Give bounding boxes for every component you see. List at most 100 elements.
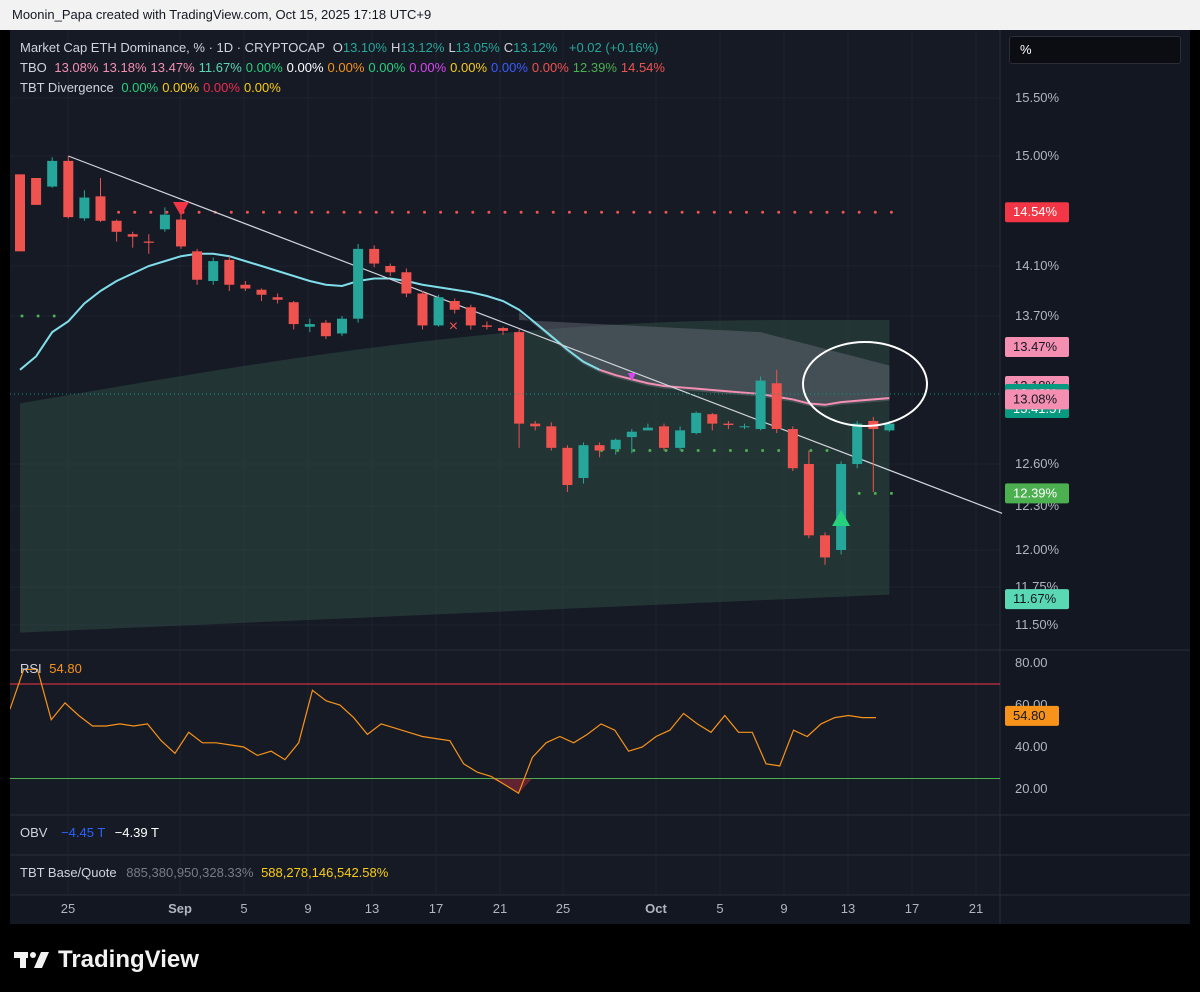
rsi-tick-label: 80.00 bbox=[1015, 655, 1048, 670]
resistance-dot bbox=[889, 210, 893, 214]
support-dot bbox=[825, 449, 829, 453]
divergence-marker bbox=[627, 373, 636, 381]
candle-body bbox=[803, 464, 814, 536]
tbo-value-7: 0.00% bbox=[368, 60, 406, 75]
chart-canvas[interactable]: ×15.50%15.00%14.10%13.70%12.60%12.30%12.… bbox=[10, 30, 1190, 924]
resistance-dot bbox=[197, 210, 201, 214]
resistance-dot bbox=[245, 210, 249, 214]
candle-body bbox=[337, 318, 347, 334]
obv-legend: OBV −4.45 T −4.39 T bbox=[20, 825, 159, 840]
tbo-value-4: 0.00% bbox=[245, 60, 283, 75]
rsi-pane-bg bbox=[10, 650, 1000, 815]
x-tick-label: 17 bbox=[905, 901, 919, 916]
x-tick-label: 13 bbox=[841, 901, 855, 916]
resistance-dot bbox=[873, 210, 877, 214]
cloud-band-lower bbox=[20, 320, 890, 633]
candle-body bbox=[208, 261, 219, 281]
tbt-divergence-values: 0.00% 0.00% 0.00% 0.00% bbox=[121, 80, 285, 95]
resistance-dot bbox=[745, 210, 748, 214]
x-tick-label: 25 bbox=[61, 901, 75, 916]
candle-body bbox=[127, 234, 138, 237]
support-dot bbox=[777, 449, 781, 453]
candle-body bbox=[852, 423, 863, 464]
y-tick-label: 11.50% bbox=[1015, 617, 1059, 632]
tradingview-logo[interactable]: TradingView bbox=[14, 946, 199, 974]
y-tick-label: 14.10% bbox=[1015, 258, 1060, 273]
tbo-name: TBO bbox=[20, 60, 47, 75]
ohlc-label-o: O bbox=[332, 40, 343, 55]
price-label: 12.39% bbox=[1013, 485, 1058, 500]
candle-body bbox=[691, 412, 702, 434]
tbo-value-6: 0.00% bbox=[327, 60, 365, 75]
resistance-dot bbox=[632, 210, 636, 214]
buy-signal-triangle bbox=[832, 510, 851, 526]
resistance-dot bbox=[455, 210, 459, 214]
resistance-dot bbox=[487, 210, 491, 214]
tbt-bq-label: TBT Base/Quote bbox=[20, 865, 117, 880]
candle-body bbox=[63, 160, 74, 218]
support-dot bbox=[809, 449, 813, 453]
ma-line-cyan bbox=[19, 252, 601, 371]
x-tick-label: 21 bbox=[493, 901, 507, 916]
y-tick-label: 12.00% bbox=[1015, 542, 1060, 557]
x-tick-label: 9 bbox=[780, 901, 787, 916]
candle-body bbox=[820, 535, 830, 558]
candle-body bbox=[723, 423, 734, 425]
candle-body bbox=[562, 447, 573, 485]
price-label: 14.54% bbox=[1013, 204, 1058, 219]
tbt-divergence-name: TBT Divergence bbox=[20, 80, 114, 95]
tbt-divergence-value-0: 0.00% bbox=[121, 80, 159, 95]
ohlc-value-c: 13.12% bbox=[513, 40, 558, 55]
candle-body bbox=[514, 332, 525, 424]
tbt-bq-value-2: 588,278,146,542.58% bbox=[261, 865, 389, 880]
candle-body bbox=[884, 423, 895, 431]
candle-body bbox=[530, 423, 541, 427]
candle-body bbox=[659, 426, 669, 448]
price-label-bg bbox=[1005, 202, 1069, 223]
trendline bbox=[68, 155, 1003, 514]
unit-selector[interactable]: % bbox=[1009, 36, 1181, 64]
support-dot bbox=[36, 314, 40, 318]
support-dot bbox=[712, 449, 716, 453]
candle-body bbox=[159, 214, 170, 230]
resistance-dot bbox=[503, 210, 507, 214]
header-credit: Moonin_Papa created with TradingView.com… bbox=[0, 0, 1200, 30]
ohlc-label-l: L bbox=[448, 40, 456, 55]
tbo-value-1: 13.18% bbox=[102, 60, 147, 75]
tbt-divergence-value-2: 0.00% bbox=[203, 80, 240, 95]
tbo-value-0: 13.08% bbox=[54, 60, 99, 75]
x-tick-label: 9 bbox=[304, 901, 311, 916]
candle-body bbox=[401, 272, 412, 294]
chart-panel: × 15.50% 15.00% 14.10% 13.70% 12.60% 12.30% 12.… bbox=[10, 30, 1190, 924]
candle-body bbox=[498, 328, 508, 331]
x-tick-label: 5 bbox=[240, 901, 247, 916]
candle-body bbox=[449, 301, 460, 310]
resistance-dot bbox=[841, 210, 845, 214]
resistance-dot bbox=[809, 210, 813, 214]
resistance-dot bbox=[133, 210, 137, 214]
resistance-dot bbox=[342, 210, 346, 214]
resistance-dot bbox=[825, 210, 829, 214]
x-tick-label: 25 bbox=[556, 901, 570, 916]
candle-body bbox=[755, 380, 766, 430]
annotation-ellipse bbox=[802, 341, 928, 427]
candle-body bbox=[739, 426, 750, 428]
tbo-legend: TBO 13.08% 13.18% 13.47% 11.67% 0.00% 0.00% 0.… bbox=[20, 60, 673, 75]
x-tick-label: 13 bbox=[365, 901, 379, 916]
candle-body bbox=[578, 445, 589, 478]
resistance-dot bbox=[358, 210, 362, 214]
candle-body bbox=[675, 430, 686, 448]
tbo-value-10: 0.00% bbox=[491, 60, 528, 75]
support-dot bbox=[648, 449, 652, 453]
tbt-divergence-legend: TBT Divergence 0.00% 0.00% 0.00% 0.00% bbox=[20, 80, 289, 95]
tradingview-logo-icon bbox=[14, 952, 49, 968]
support-dot bbox=[745, 449, 748, 453]
candle-body bbox=[836, 464, 847, 550]
candle-body bbox=[288, 302, 299, 325]
ohlc-value-h: 13.12% bbox=[400, 40, 445, 55]
resistance-dot bbox=[696, 210, 700, 214]
candle-body bbox=[626, 431, 637, 438]
resistance-dot bbox=[278, 210, 282, 214]
tbo-values: 13.08% 13.18% 13.47% 11.67% 0.00% 0.00% 0.00% 0… bbox=[54, 60, 669, 75]
tbt-base-quote-legend: TBT Base/Quote 885,380,950,328.33% 588,2… bbox=[20, 865, 388, 880]
